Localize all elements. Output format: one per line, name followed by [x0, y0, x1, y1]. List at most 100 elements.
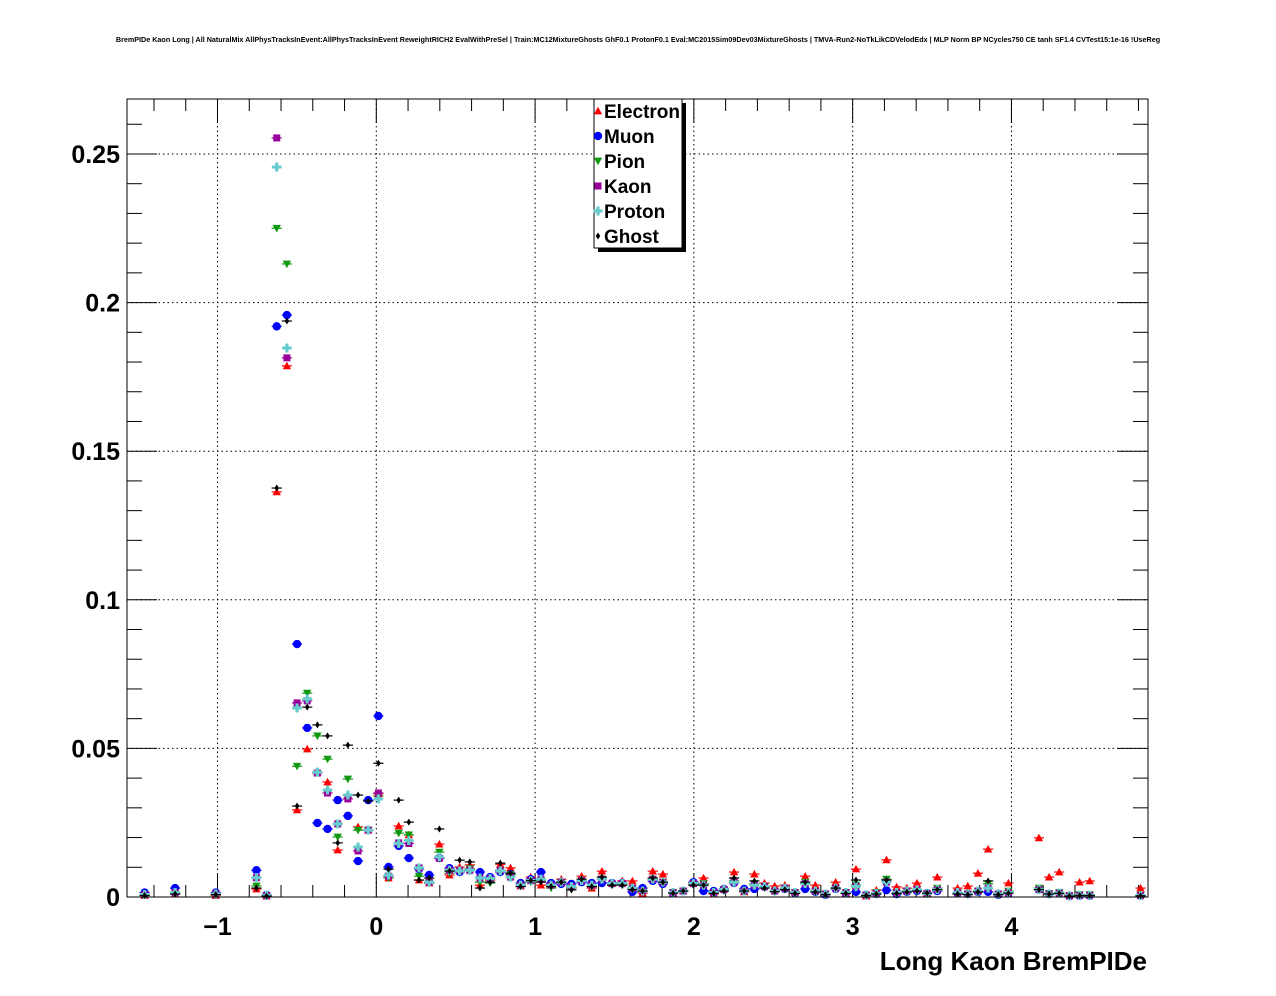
data-point: [335, 839, 341, 847]
data-point: [750, 869, 759, 878]
data-point: [975, 888, 981, 896]
x-tick-label: 0: [369, 913, 383, 941]
data-point: [323, 785, 333, 795]
legend-marker-proton: [593, 206, 603, 216]
data-point: [282, 310, 292, 320]
data-point: [374, 711, 383, 721]
data-point: [455, 866, 465, 876]
data-point: [282, 343, 292, 353]
data-point: [749, 880, 759, 890]
data-point: [142, 892, 147, 900]
data-point: [323, 824, 332, 834]
data-point: [435, 839, 444, 848]
data-point: [851, 864, 861, 873]
data-point: [333, 833, 342, 842]
data-point: [394, 821, 403, 830]
data-point: [315, 721, 320, 729]
tick-labels: −1 0 1 2 3 4 0 0.05 0.1 0.15 0.2 0.25: [71, 141, 1018, 941]
legend-label: Electron: [604, 102, 680, 123]
data-point: [355, 791, 361, 799]
data-point: [597, 866, 607, 875]
data-point: [292, 639, 302, 649]
data-point: [579, 875, 584, 883]
data-point: [323, 755, 332, 764]
data-point: [1046, 890, 1052, 898]
legend-label: Muon: [604, 127, 655, 148]
data-point: [374, 789, 382, 797]
legend-box: [593, 98, 683, 249]
data-point: [437, 825, 442, 833]
grid: [127, 99, 1148, 897]
data-point: [424, 877, 434, 887]
legend-marker-electron: [593, 106, 603, 115]
data-point: [904, 888, 910, 896]
series-muon: [139, 310, 1146, 901]
data-point: [272, 322, 281, 331]
series-electron: [139, 361, 1146, 900]
data-point: [313, 732, 322, 741]
data-point: [640, 887, 645, 895]
data-point: [284, 317, 290, 325]
data-point: [447, 867, 452, 875]
data-point: [485, 874, 495, 884]
data-point: [386, 865, 391, 873]
data-point: [701, 881, 706, 889]
data-point: [569, 886, 574, 894]
data-point: [863, 892, 869, 900]
data-point: [813, 888, 818, 896]
data-point: [343, 811, 353, 821]
data-point: [313, 818, 322, 828]
data-point: [465, 865, 475, 875]
data-point: [505, 872, 515, 882]
x-tick-label: 1: [528, 913, 542, 941]
y-tick-label: 0.15: [71, 438, 120, 466]
data-point: [670, 889, 676, 897]
data-point: [264, 892, 269, 900]
data-point: [924, 889, 930, 897]
data-point: [1067, 892, 1072, 900]
data-point: [648, 866, 657, 875]
data-point: [303, 723, 312, 733]
legend-label: Kaon: [604, 177, 652, 198]
data-point: [274, 484, 280, 492]
data-point: [312, 767, 322, 777]
data-point: [882, 885, 891, 895]
data-point: [1075, 877, 1084, 886]
data-point: [912, 878, 922, 887]
data-point: [302, 694, 312, 704]
data-point: [762, 884, 767, 892]
data-point: [548, 883, 554, 891]
data-point: [882, 855, 891, 864]
data-point: [699, 873, 708, 882]
data-point: [955, 890, 960, 898]
data-point: [892, 882, 901, 891]
data-point: [934, 886, 940, 894]
data-point: [506, 863, 515, 872]
data-point: [294, 802, 300, 810]
data-point: [1085, 876, 1094, 885]
y-tick-label: 0.2: [85, 290, 120, 318]
data-point: [963, 881, 972, 890]
data-point: [406, 818, 412, 826]
data-point: [729, 877, 739, 887]
data-point: [254, 884, 259, 892]
legend-label: Proton: [604, 202, 665, 223]
data-point: [293, 699, 301, 707]
data-point: [416, 876, 422, 884]
data-point: [272, 162, 282, 172]
series-ghost: [139, 317, 1146, 900]
data-point: [384, 870, 394, 880]
data-point: [365, 797, 371, 805]
data-point: [630, 886, 635, 894]
data-point: [731, 874, 737, 882]
legend-marker-kaon: [594, 182, 602, 190]
data-point: [396, 796, 401, 804]
data-point: [333, 819, 343, 829]
x-tick-label: 3: [846, 913, 860, 941]
legend-marker-ghost: [595, 232, 601, 240]
data-point: [292, 762, 302, 771]
data-point: [363, 825, 373, 835]
data-point: [528, 877, 534, 885]
data-point: [487, 878, 493, 886]
